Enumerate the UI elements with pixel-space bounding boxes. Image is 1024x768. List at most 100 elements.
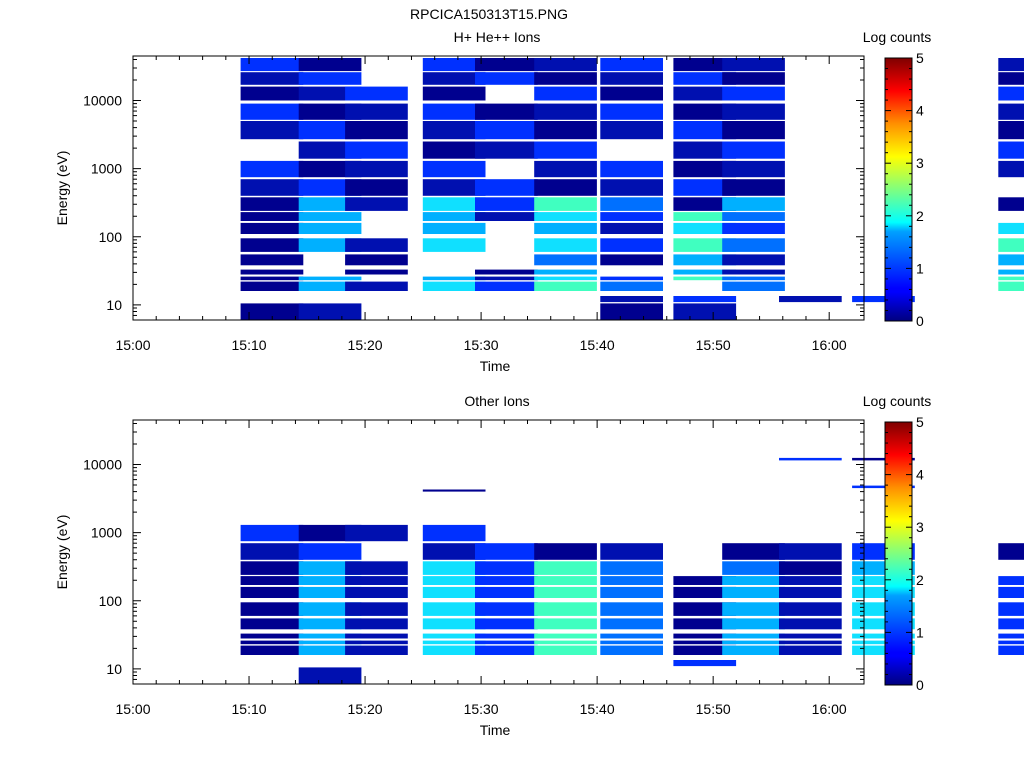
heatmap-cell bbox=[722, 58, 785, 72]
heatmap-cell bbox=[673, 254, 737, 266]
heatmap-cell bbox=[673, 197, 737, 211]
heatmap-cell bbox=[475, 281, 538, 291]
heatmap-cell bbox=[600, 618, 663, 630]
heatmap-cell bbox=[240, 281, 304, 291]
heatmap-cell bbox=[534, 121, 597, 140]
heatmap-cell bbox=[998, 602, 1024, 616]
heatmap-cell bbox=[240, 269, 304, 275]
colorbar-tick-label: 4 bbox=[916, 103, 924, 119]
colorbar bbox=[884, 57, 913, 322]
heatmap-cell bbox=[722, 543, 785, 560]
heatmap-cell bbox=[240, 212, 304, 221]
heatmap-cell bbox=[475, 640, 538, 645]
heatmap-cell bbox=[475, 618, 538, 630]
x-tick-label: 15:50 bbox=[696, 701, 731, 717]
heatmap-cell bbox=[240, 179, 304, 196]
heatmap-cell bbox=[345, 645, 408, 655]
colorbar-tick-label: 1 bbox=[916, 260, 924, 276]
heatmap-cell bbox=[240, 586, 304, 598]
heatmap-cell bbox=[600, 254, 663, 266]
y-tick-label: 100 bbox=[99, 229, 123, 245]
heatmap-cell bbox=[852, 586, 915, 598]
heatmap-cell bbox=[673, 160, 737, 178]
heatmap-cell bbox=[534, 254, 597, 266]
heatmap-cell bbox=[345, 103, 408, 120]
colorbar-tick-label: 2 bbox=[916, 208, 924, 224]
heatmap-cell bbox=[852, 576, 915, 585]
heatmap-cell bbox=[475, 197, 538, 211]
x-tick-label: 15:50 bbox=[696, 337, 731, 353]
heatmap-cell bbox=[722, 633, 785, 639]
heatmap-cell bbox=[722, 121, 785, 140]
heatmap-cell bbox=[534, 633, 597, 639]
heatmap-cell bbox=[345, 618, 408, 630]
heatmap-cell bbox=[998, 633, 1024, 639]
heatmap-cell bbox=[779, 633, 842, 639]
heatmap-cell bbox=[422, 602, 486, 616]
heatmap-cell bbox=[534, 561, 597, 575]
heatmap-cell bbox=[673, 586, 737, 598]
heatmap-cell bbox=[998, 576, 1024, 585]
y-tick-label: 10000 bbox=[83, 457, 122, 473]
x-tick-label: 15:40 bbox=[580, 337, 615, 353]
heatmap-cell bbox=[475, 633, 538, 639]
heatmap-cell bbox=[722, 86, 785, 101]
heatmap-cell bbox=[422, 524, 486, 542]
heatmap-cell bbox=[240, 86, 304, 101]
heatmap-cell bbox=[673, 576, 737, 585]
heatmap-cell bbox=[600, 602, 663, 616]
heatmap-cell bbox=[998, 160, 1024, 178]
heatmap-cell bbox=[998, 640, 1024, 645]
heatmap-cell bbox=[600, 103, 663, 120]
heatmap-cell bbox=[345, 141, 408, 159]
heatmap-cell bbox=[298, 645, 362, 655]
heatmap-cell bbox=[722, 160, 785, 178]
heatmap-cell bbox=[673, 660, 737, 667]
x-tick-label: 15:40 bbox=[580, 701, 615, 717]
colorbar-tick-label: 0 bbox=[916, 313, 924, 329]
figure-title: RPCICA150313T15.PNG bbox=[410, 6, 568, 22]
heatmap-cell bbox=[600, 633, 663, 639]
heatmap-cell bbox=[345, 281, 408, 291]
y-axis-label: Energy (eV) bbox=[54, 515, 70, 590]
heatmap-cell bbox=[673, 618, 737, 630]
heatmap-cell bbox=[240, 238, 304, 252]
heatmap-cell bbox=[998, 618, 1024, 630]
heatmap-cell bbox=[475, 179, 538, 196]
heatmap-cell bbox=[534, 640, 597, 645]
y-tick-label: 10000 bbox=[83, 93, 122, 109]
colorbar bbox=[884, 421, 913, 686]
heatmap-cell bbox=[673, 640, 737, 645]
heatmap-cell bbox=[475, 72, 538, 85]
heatmap-cell bbox=[852, 485, 915, 489]
x-tick-label: 15:10 bbox=[232, 337, 267, 353]
heatmap-cell bbox=[345, 254, 408, 266]
heatmap-cell bbox=[345, 86, 408, 101]
x-tick-label: 15:30 bbox=[464, 337, 499, 353]
heatmap-cell bbox=[852, 296, 915, 303]
heatmap-cell bbox=[779, 640, 842, 645]
heatmap-cell bbox=[998, 58, 1024, 72]
heatmap-cell bbox=[345, 179, 408, 196]
plot-frame bbox=[132, 419, 865, 685]
heatmap-cell bbox=[673, 269, 737, 275]
heatmap-cell bbox=[722, 645, 785, 655]
x-ticks: 15:00 15:10 15:20 15:30 15:40 15:50 16:00 bbox=[115, 56, 847, 353]
heatmap-cell bbox=[422, 276, 486, 281]
heatmap-cell bbox=[534, 179, 597, 196]
heatmap-cell bbox=[298, 667, 362, 684]
colorbar-ticks: 0 1 2 3 4 5 bbox=[885, 414, 924, 693]
heatmap-cell bbox=[345, 121, 408, 140]
heatmap-cell bbox=[852, 618, 915, 630]
heatmap-cell bbox=[722, 576, 785, 585]
heatmap-cell bbox=[240, 276, 304, 281]
colorbar-label: Log counts bbox=[863, 393, 932, 409]
heatmap-cell bbox=[475, 212, 538, 221]
heatmap-cell bbox=[722, 602, 785, 616]
heatmap-cell bbox=[475, 586, 538, 598]
heatmap-cell bbox=[998, 645, 1024, 655]
heatmap-cell bbox=[240, 197, 304, 211]
heatmap-cell bbox=[998, 86, 1024, 101]
heatmap-cell bbox=[673, 86, 737, 101]
heatmap-cell bbox=[998, 586, 1024, 598]
